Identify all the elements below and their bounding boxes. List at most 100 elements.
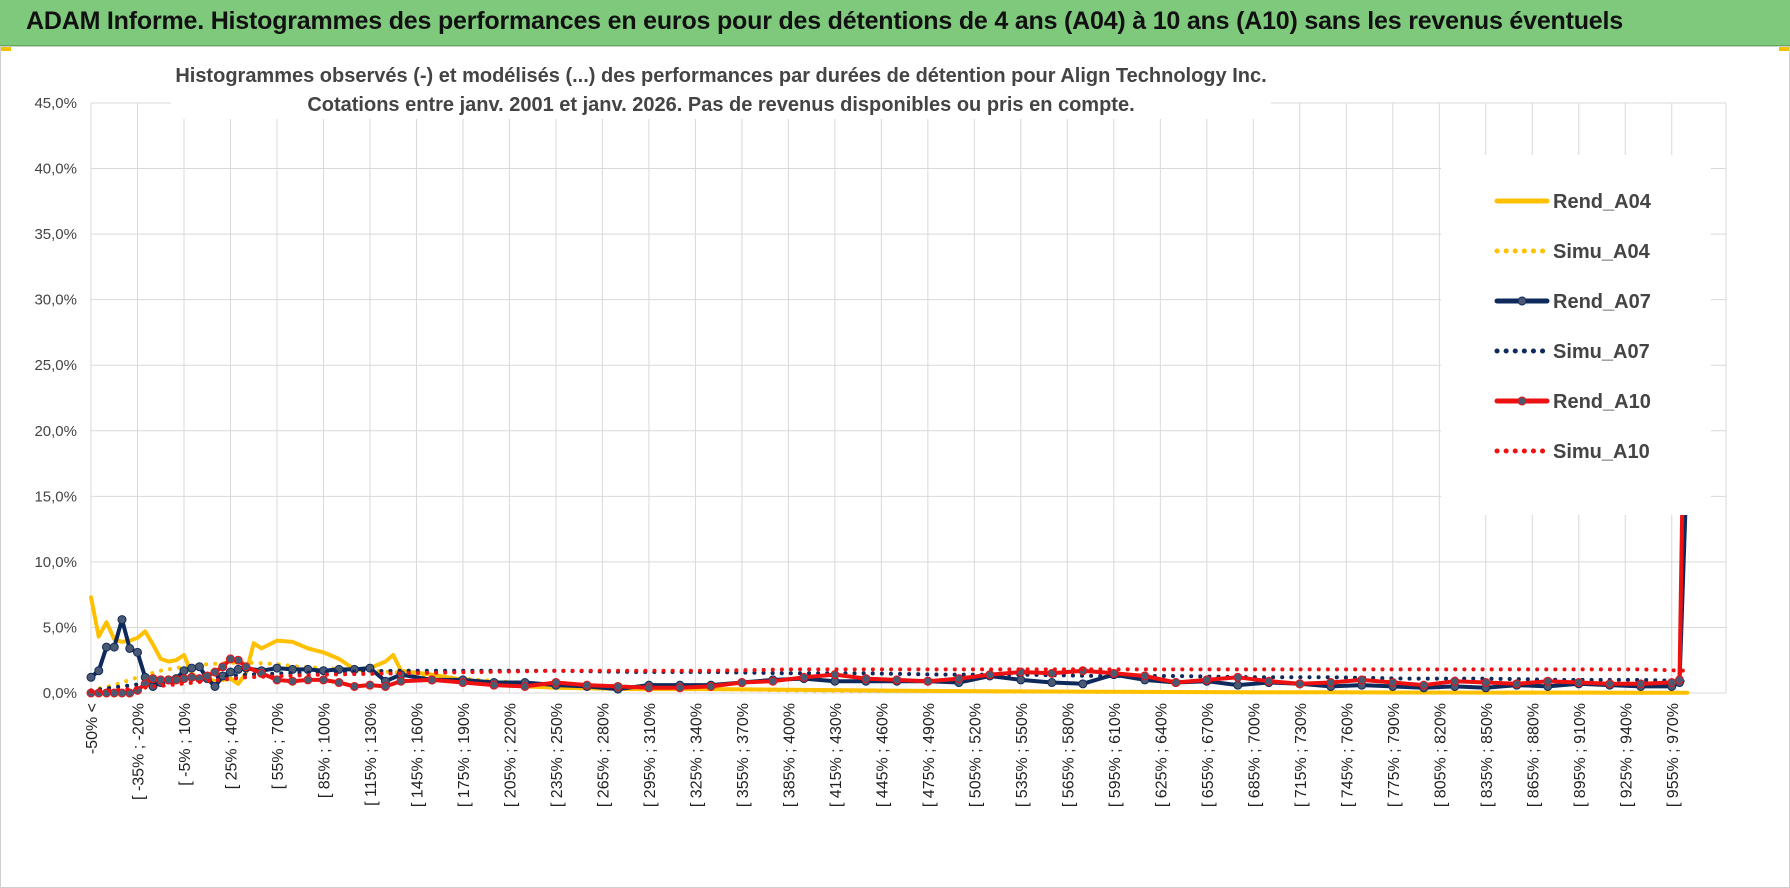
data-point — [86, 672, 96, 682]
data-point — [163, 675, 173, 685]
data-point — [1675, 675, 1685, 685]
x-tick-label: [ 115% ; 130% — [363, 703, 380, 806]
data-point — [202, 671, 212, 681]
y-tick-label: 5,0% — [43, 619, 77, 636]
y-tick-label: 25,0% — [34, 357, 77, 374]
x-tick-label: [ 595% ; 610% — [1107, 703, 1124, 807]
x-tick-label: [ 655% ; 670% — [1200, 703, 1217, 807]
data-point — [210, 667, 220, 677]
legend-label-Rend_A07: Rend_A07 — [1553, 291, 1651, 313]
data-point — [303, 675, 313, 685]
x-tick-label: [ 325% ; 340% — [688, 703, 705, 807]
x-tick-label: [ 805% ; 820% — [1432, 703, 1449, 807]
chart-legend: Rend_A04 Simu_A04 Rend_A07 Simu_A07 Rend_A10… — [1441, 155, 1711, 515]
data-point — [218, 662, 228, 672]
x-tick-label: [ 775% ; 790% — [1386, 703, 1403, 807]
data-point — [1171, 678, 1181, 688]
x-tick-label: [ -35% ; -20% — [130, 703, 147, 800]
x-tick-label: [ 925% ; 940% — [1618, 703, 1635, 807]
data-point — [427, 675, 437, 685]
data-point — [1636, 679, 1646, 689]
data-point — [768, 676, 778, 686]
x-tick-label: [ 25% ; 40% — [223, 703, 240, 789]
x-tick-label: [ 865% ; 880% — [1525, 703, 1542, 807]
x-tick-label: [ 265% ; 280% — [595, 703, 612, 807]
x-tick-label: [ 745% ; 760% — [1339, 703, 1356, 807]
chart-title-background — [171, 57, 1271, 119]
corner-marker — [1779, 47, 1789, 51]
data-point — [1605, 679, 1615, 689]
x-tick-label: [ 295% ; 310% — [642, 703, 659, 807]
chart-title-line2: Cotations entre janv. 2001 et janv. 2026… — [307, 94, 1134, 116]
data-point — [1326, 678, 1336, 688]
data-point — [520, 681, 530, 691]
data-point — [109, 642, 119, 652]
y-tick-label: 35,0% — [34, 226, 77, 243]
data-point — [117, 615, 127, 625]
series-Rend_A04 — [89, 595, 1690, 695]
legend-label-Simu_A10: Simu_A10 — [1553, 441, 1650, 463]
data-point — [125, 643, 135, 653]
data-point — [1140, 671, 1150, 681]
y-tick-label: 20,0% — [34, 423, 77, 440]
legend-label-Simu_A07: Simu_A07 — [1553, 341, 1650, 363]
data-point — [171, 675, 181, 685]
x-tick-label: [ 55% ; 70% — [270, 703, 287, 789]
data-point — [187, 663, 197, 673]
data-point — [799, 672, 809, 682]
data-point — [644, 683, 654, 693]
y-tick-label: 15,0% — [34, 488, 77, 505]
data-point — [287, 676, 297, 686]
data-point — [225, 654, 235, 664]
y-tick-label: 0,0% — [43, 685, 77, 702]
legend-background — [1441, 155, 1711, 515]
data-point — [1419, 680, 1429, 690]
x-tick-label: [ 895% ; 910% — [1572, 703, 1589, 807]
data-point — [737, 678, 747, 688]
legend-label-Rend_A10: Rend_A10 — [1553, 391, 1651, 413]
data-point — [187, 672, 197, 682]
x-tick-label: [ 475% ; 490% — [921, 703, 938, 807]
data-point — [1016, 675, 1026, 685]
y-tick-label: 10,0% — [34, 554, 77, 571]
x-axis-ticks: -50% < [ -35% ; -20% [ -5% ; 10% [ 25% ; 40… — [84, 703, 1682, 807]
x-tick-label: [ 835% ; 850% — [1479, 703, 1496, 807]
x-tick-label: [ 85% ; 100% — [316, 703, 333, 798]
data-point — [675, 683, 685, 693]
report-title: ADAM Informe. Histogrammes des performan… — [26, 7, 1623, 35]
legend-marker — [1517, 396, 1527, 406]
data-point — [861, 674, 871, 684]
data-point — [101, 642, 111, 652]
series-Rend_A10 — [86, 182, 1692, 698]
data-point — [1481, 678, 1491, 688]
data-point — [489, 680, 499, 690]
corner-marker — [1, 47, 11, 51]
chart-title-line1: Histogrammes observés (-) et modélisés (… — [175, 65, 1266, 87]
data-point — [334, 678, 344, 688]
chart-area: 0,0% 5,0% 10,0% 15,0% 20,0% 25,0% 30,0% 35,0% 40… — [0, 46, 1790, 888]
line-chart: 0,0% 5,0% 10,0% 15,0% 20,0% 25,0% 30,0% 35,0% 40… — [34, 57, 1727, 807]
series-Simu_A04 — [89, 660, 1690, 695]
x-tick-label: [ 565% ; 580% — [1060, 703, 1077, 807]
data-point — [241, 662, 251, 672]
x-tick-label: [ 445% ; 460% — [874, 703, 891, 807]
data-point — [272, 663, 282, 673]
series-Simu_A07 — [89, 668, 1690, 693]
x-tick-label: [ 535% ; 550% — [1014, 703, 1031, 807]
x-tick-label: [ 235% ; 250% — [549, 703, 566, 807]
data-point — [1264, 676, 1274, 686]
x-tick-label: [ 625% ; 640% — [1153, 703, 1170, 807]
x-tick-label: [ 415% ; 430% — [828, 703, 845, 807]
data-point — [1450, 676, 1460, 686]
chart-title-block: Histogrammes observés (-) et modélisés (… — [171, 57, 1271, 119]
report-banner: ADAM Informe. Histogrammes des performan… — [0, 0, 1790, 46]
y-tick-label: 40,0% — [34, 161, 77, 178]
data-point — [233, 664, 243, 674]
series-line-Simu_A10 — [89, 667, 1690, 694]
x-tick-label: [ 145% ; 160% — [409, 703, 426, 807]
data-point — [1047, 668, 1057, 678]
data-point — [179, 666, 189, 676]
data-point — [985, 670, 995, 680]
data-point — [1388, 678, 1398, 688]
data-point — [706, 681, 716, 691]
